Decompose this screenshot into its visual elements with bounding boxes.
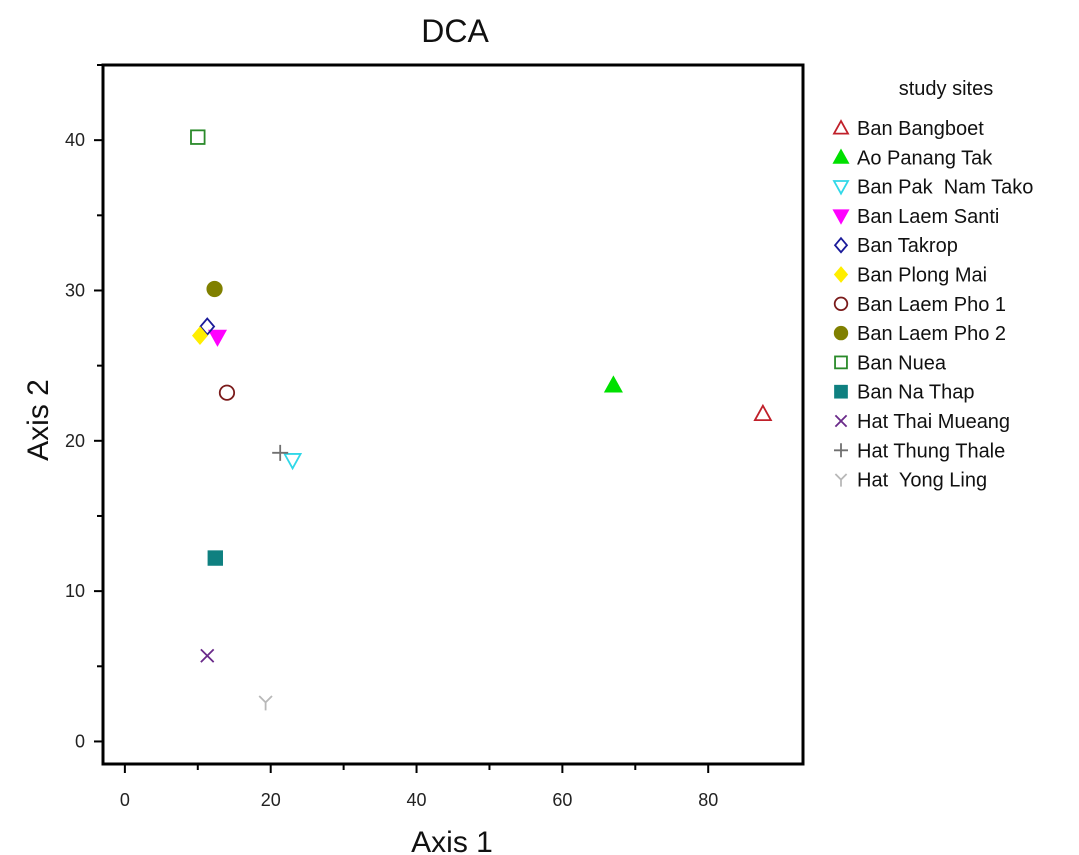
legend-label-ban-laem-pho-1: Ban Laem Pho 1 (857, 294, 1006, 316)
point-ban-pak-nam-tako (283, 453, 303, 471)
y-tick-label: 20 (65, 431, 85, 451)
legend-marker-ban-na-thap (834, 384, 848, 399)
x-tick-label: 0 (120, 790, 130, 810)
plot-area-frame (101, 63, 805, 766)
x-tick-label: 20 (261, 790, 281, 810)
x-axis-label: Axis 1 (411, 826, 493, 855)
point-ban-bangboet (753, 403, 773, 422)
point-ban-takrop (199, 317, 216, 336)
point-ao-panang-tak (603, 375, 623, 393)
legend-marker-ban-laem-pho-1 (833, 296, 849, 312)
legend: study sites Ban Bangboet Ao Panang Tak Ban… (832, 78, 1033, 492)
legend-marker-ban-plong-mai (833, 266, 849, 283)
legend-label-ban-takrop: Ban Takrop (857, 235, 958, 257)
legend-marker-ban-bangboet (832, 119, 850, 135)
legend-label-ban-nuea: Ban Nuea (857, 352, 947, 374)
point-ban-plong-mai (191, 326, 208, 345)
point-ban-nuea (190, 129, 206, 145)
point-hat-thung-thale (272, 444, 289, 461)
y-axis: 0 10 20 30 40 (65, 64, 103, 751)
legend-marker-ban-laem-pho-2 (833, 325, 849, 341)
legend-label-ban-laem-pho-2: Ban Laem Pho 2 (857, 323, 1006, 345)
point-hat-yong-ling (258, 695, 273, 711)
legend-marker-ban-takrop (833, 236, 849, 254)
point-ban-laem-pho-2 (206, 280, 223, 298)
x-tick-label: 60 (552, 790, 572, 810)
legend-label-hat-yong-ling: Hat Yong Ling (857, 470, 987, 492)
y-tick-label: 0 (75, 731, 85, 751)
point-ban-laem-pho-1 (218, 384, 236, 401)
point-hat-thai-mueang (200, 648, 215, 663)
data-points (190, 129, 773, 711)
legend-label-hat-thai-mueang: Hat Thai Mueang (857, 411, 1010, 433)
point-ban-laem-santi (207, 329, 228, 347)
legend-label-ao-panang-tak: Ao Panang Tak (857, 147, 993, 169)
legend-marker-hat-thai-mueang (834, 414, 848, 428)
legend-marker-ao-panang-tak (832, 148, 850, 164)
legend-label-ban-laem-santi: Ban Laem Santi (857, 206, 999, 228)
legend-label-ban-plong-mai: Ban Plong Mai (857, 265, 987, 287)
y-tick-label: 10 (65, 581, 85, 601)
legend-label-hat-thung-thale: Hat Thung Thale (857, 440, 1005, 462)
legend-label-ban-bangboet: Ban Bangboet (857, 118, 984, 140)
y-tick-label: 40 (65, 130, 85, 150)
legend-title: study sites (899, 78, 993, 100)
legend-marker-ban-nuea (834, 355, 848, 370)
x-tick-label: 40 (407, 790, 427, 810)
legend-marker-ban-pak-nam-tako (832, 180, 850, 196)
y-tick-label: 30 (65, 280, 85, 300)
point-ban-na-thap (207, 550, 223, 566)
x-tick-label: 80 (698, 790, 718, 810)
x-axis: 0 20 40 60 80 (120, 764, 718, 810)
legend-marker-hat-thung-thale (834, 443, 848, 458)
y-axis-label: Axis 2 (22, 379, 55, 461)
legend-marker-hat-yong-ling (834, 473, 848, 487)
chart-title: DCA (421, 13, 489, 49)
legend-label-ban-pak-nam-tako: Ban Pak Nam Tako (857, 177, 1033, 199)
legend-label-ban-na-thap: Ban Na Thap (857, 382, 975, 404)
legend-marker-ban-laem-santi (832, 209, 850, 225)
